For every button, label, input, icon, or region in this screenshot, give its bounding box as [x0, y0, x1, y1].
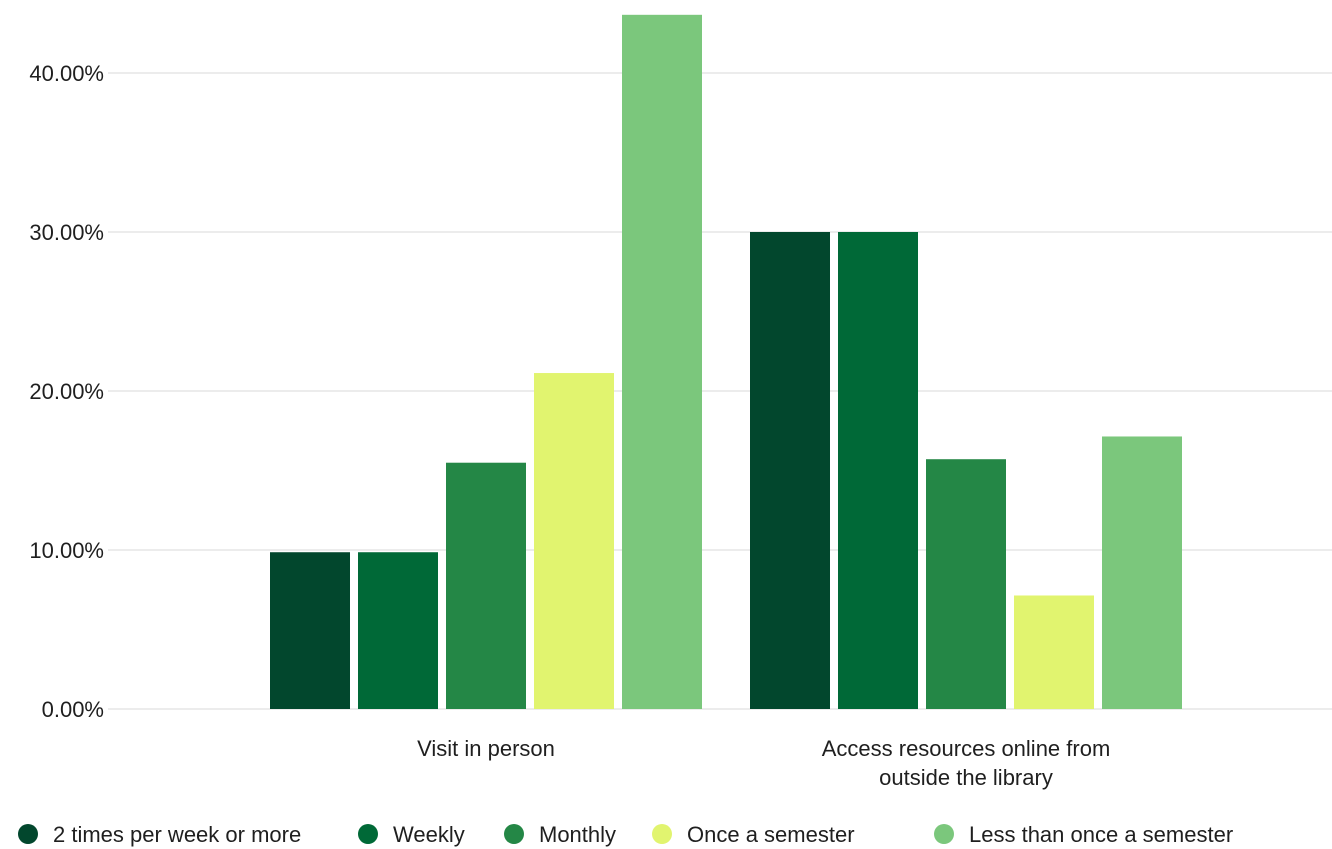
- legend-label: Monthly: [539, 822, 616, 847]
- bar: [446, 462, 526, 709]
- x-category-label: outside the library: [879, 765, 1053, 790]
- y-tick-label: 0.00%: [42, 697, 104, 722]
- bar: [358, 552, 438, 709]
- y-tick-label: 20.00%: [29, 379, 104, 404]
- bar: [1102, 436, 1182, 709]
- bar: [926, 459, 1006, 709]
- bar: [838, 232, 918, 709]
- x-category-label: Access resources online from: [822, 736, 1111, 761]
- legend-item: Weekly: [358, 822, 465, 847]
- legend-item: Once a semester: [652, 822, 855, 847]
- legend: 2 times per week or more Weekly Monthly Onc…: [18, 822, 1233, 847]
- legend-marker: [652, 824, 672, 844]
- x-axis-category-labels: Visit in person Access resources online f…: [417, 736, 1110, 790]
- y-tick-label: 30.00%: [29, 220, 104, 245]
- bar: [622, 14, 702, 709]
- legend-marker: [18, 824, 38, 844]
- legend-label: Weekly: [393, 822, 465, 847]
- bar: [750, 232, 830, 709]
- legend-item: Less than once a semester: [934, 822, 1233, 847]
- legend-label: Less than once a semester: [969, 822, 1233, 847]
- x-category-label: Visit in person: [417, 736, 555, 761]
- legend-marker: [504, 824, 524, 844]
- bars: [270, 14, 1182, 709]
- legend-marker: [358, 824, 378, 844]
- legend-label: Once a semester: [687, 822, 855, 847]
- y-axis-tick-labels: 0.00% 10.00% 20.00% 30.00% 40.00%: [29, 61, 104, 722]
- y-tick-label: 40.00%: [29, 61, 104, 86]
- bar: [270, 552, 350, 709]
- legend-item: 2 times per week or more: [18, 822, 301, 847]
- legend-item: Monthly: [504, 822, 616, 847]
- legend-marker: [934, 824, 954, 844]
- y-tick-label: 10.00%: [29, 538, 104, 563]
- bar: [1014, 595, 1094, 709]
- legend-label: 2 times per week or more: [53, 822, 301, 847]
- bar: [534, 373, 614, 709]
